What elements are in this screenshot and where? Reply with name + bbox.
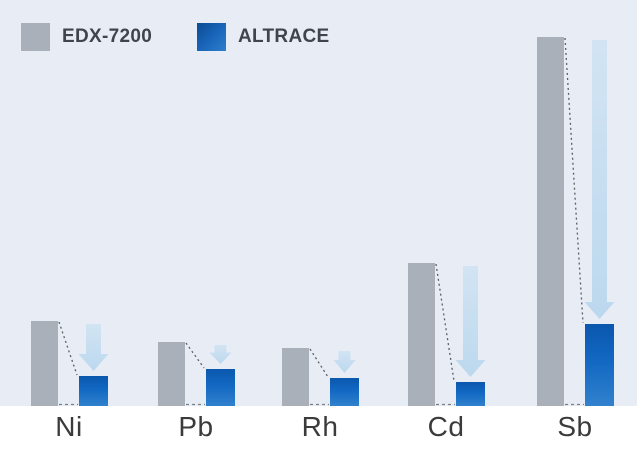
reduction-arrow-Rh xyxy=(333,351,356,373)
legend-swatch-gray xyxy=(21,23,50,51)
reduction-arrow-Sb xyxy=(584,40,615,319)
reduction-arrow-Cd xyxy=(455,266,486,377)
legend-item-edx7200: EDX-7200 xyxy=(21,23,152,51)
bar-altrace-Ni xyxy=(79,376,108,406)
bar-altrace-Rh xyxy=(330,378,359,406)
legend-label-edx7200: EDX-7200 xyxy=(62,26,153,47)
bar-altrace-Sb xyxy=(585,324,614,406)
bar-edx7200-Ni xyxy=(31,321,58,406)
category-label-Cd: Cd xyxy=(427,411,465,442)
bar-altrace-Cd xyxy=(456,382,485,406)
dashed-guide-Cd xyxy=(435,263,455,382)
reduction-arrow-Ni xyxy=(78,324,109,371)
dashed-guide-Pb xyxy=(185,342,205,369)
category-label-Sb: Sb xyxy=(557,411,593,442)
bar-edx7200-Sb xyxy=(537,37,564,406)
dashed-guide-Rh xyxy=(309,348,329,378)
legend-label-altrace: ALTRACE xyxy=(238,26,330,47)
bar-chart xyxy=(31,37,615,406)
category-label-Rh: Rh xyxy=(301,411,339,442)
bar-edx7200-Rh xyxy=(282,348,309,406)
category-label-strip: Ni Pb Rh Cd Sb xyxy=(0,406,641,456)
category-label-Pb: Pb xyxy=(178,411,214,442)
bar-edx7200-Pb xyxy=(158,342,185,406)
bar-altrace-Pb xyxy=(206,369,235,406)
category-label-Ni: Ni xyxy=(55,411,83,442)
legend-swatch-blue xyxy=(197,23,226,51)
legend: EDX-7200 ALTRACE xyxy=(0,0,641,60)
reduction-arrow-Pb xyxy=(209,345,232,364)
plot-area xyxy=(0,0,637,406)
legend-item-altrace: ALTRACE xyxy=(197,23,329,51)
dashed-guide-Ni xyxy=(58,321,78,376)
bar-edx7200-Cd xyxy=(408,263,435,406)
dashed-guide-Sb xyxy=(564,37,584,324)
